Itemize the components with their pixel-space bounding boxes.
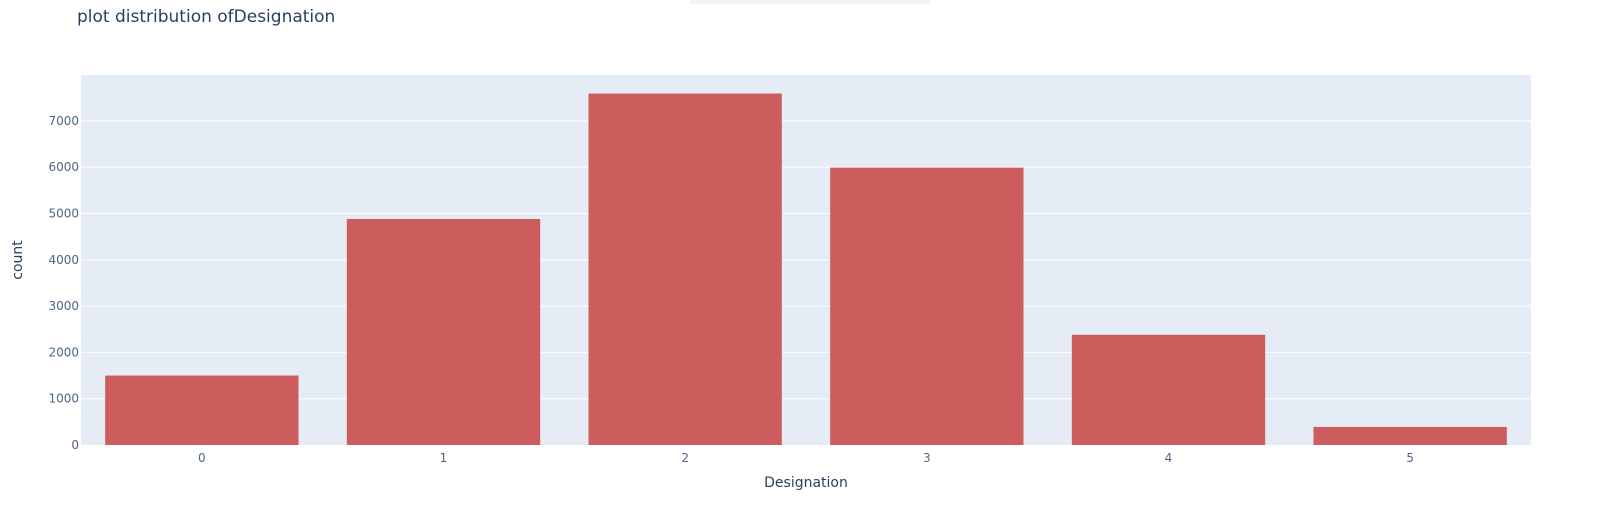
modebar-shadow [690,0,930,4]
gridlines [81,120,1531,400]
y-tick-label: 7000 [48,114,79,128]
y-tick-label: 1000 [48,392,79,406]
y-tick-label: 6000 [48,160,79,174]
x-axis-ticks: 0 1 2 3 4 5 [198,451,1414,465]
y-tick-label: 5000 [48,206,79,220]
x-tick-label: 5 [1406,451,1414,465]
x-tick-label: 2 [681,451,689,465]
y-tick-label: 4000 [48,253,79,267]
y-tick-label: 2000 [48,345,79,359]
bar-2[interactable] [588,93,782,445]
y-axis-title: count [10,240,26,280]
bar-3[interactable] [830,167,1024,445]
y-tick-label: 0 [71,438,79,452]
bar-5[interactable] [1313,426,1507,445]
x-tick-label: 3 [923,451,931,465]
x-tick-label: 4 [1165,451,1173,465]
x-tick-label: 0 [198,451,206,465]
bar-1[interactable] [346,219,541,445]
y-axis-ticks: 0 1000 2000 3000 4000 5000 6000 7000 [48,114,79,452]
x-axis-title: Designation [764,475,848,491]
bars [105,93,1507,445]
bar-0[interactable] [105,375,299,445]
x-tick-label: 1 [440,451,448,465]
y-tick-label: 3000 [48,299,79,313]
bar-4[interactable] [1071,334,1266,445]
chart-title: plot distribution ofDesignation [77,7,335,27]
